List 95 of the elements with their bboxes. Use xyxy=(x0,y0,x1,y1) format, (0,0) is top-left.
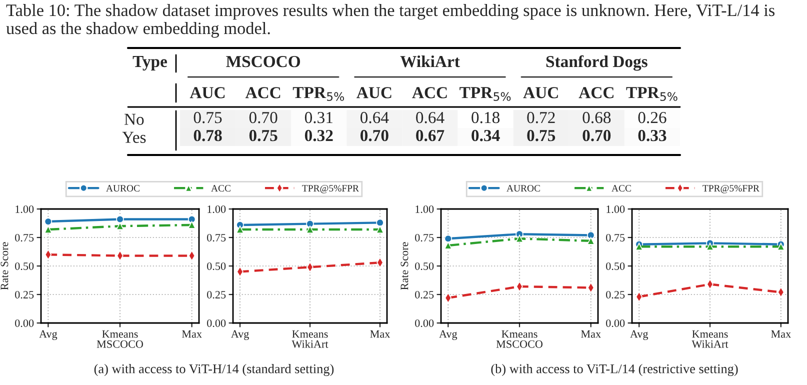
y-tick-label: 0.00 xyxy=(606,319,625,328)
point xyxy=(116,215,124,224)
point xyxy=(706,242,714,251)
legend-label: ACC xyxy=(211,185,230,192)
point xyxy=(188,221,196,229)
y-tick-label: 1.00 xyxy=(16,205,34,214)
data-label: 0.78 xyxy=(194,130,222,142)
text: Stanford Dogs xyxy=(546,55,648,71)
x-tick-label: AUC xyxy=(356,87,392,98)
y-tick-label: Yes xyxy=(122,132,146,143)
y-tick-label: 0.25 xyxy=(207,290,226,299)
x-tick-label: TPR$_{5%}$ xyxy=(626,87,678,101)
y-tick-label: 0.50 xyxy=(415,262,434,270)
y-tick-label: 0.25 xyxy=(415,290,434,299)
y-axis-title: Rate Score xyxy=(0,242,8,290)
data-label: 0.75 xyxy=(249,130,278,142)
data-label: 0.31 xyxy=(304,112,332,124)
legend-label: TPR@5%FPR xyxy=(702,184,760,194)
x-tick-label: ACC xyxy=(245,87,280,98)
point xyxy=(444,234,452,243)
x-tick-label: TPR$_{5%}$ xyxy=(460,87,511,101)
x-tick-label: ACC xyxy=(412,87,447,98)
text: Type xyxy=(132,56,168,71)
point xyxy=(306,220,314,228)
y-tick-label: 0.00 xyxy=(415,319,434,328)
y-tick-label: 0.00 xyxy=(15,319,34,328)
point xyxy=(516,234,524,243)
data-label: 0.70 xyxy=(360,130,388,142)
x-tick-label: Avg xyxy=(230,330,249,340)
data-label: 0.75 xyxy=(527,130,556,142)
y-tick-label: 1.00 xyxy=(208,205,226,214)
chart-title: Table 10: The shadow dataset improves results when the target embedding space is unknown. Here, ViT-L/14 is used as the shadow embedding model. xyxy=(6,4,774,38)
point xyxy=(777,242,785,251)
x-tick-label: TPR$_{5%}$ xyxy=(292,87,344,101)
x-tick-label: Kmeans xyxy=(292,330,328,338)
data-label: 0.33 xyxy=(638,130,666,142)
legend-label: AUROC xyxy=(106,185,140,192)
point xyxy=(586,231,595,240)
y-tick-label: No xyxy=(124,114,144,125)
data-label: 0.64 xyxy=(360,112,389,124)
x-tick-label: Avg xyxy=(630,330,648,340)
x-axis-title: WikiArt xyxy=(292,340,328,348)
x-axis-title: MSCOCO xyxy=(96,340,144,348)
data-label: 0.70 xyxy=(582,130,611,142)
text: (a) with access to ViT-H/14 (standard setting) xyxy=(94,364,334,376)
x-tick-label: Avg xyxy=(439,330,458,340)
data-label: 0.67 xyxy=(416,130,444,142)
data-label: 0.34 xyxy=(472,130,500,142)
y-tick-label: 0.25 xyxy=(15,290,34,299)
data-label: 0.72 xyxy=(527,112,555,124)
y-tick-label: 0.75 xyxy=(606,234,625,242)
data-label: 0.64 xyxy=(416,112,444,124)
data-label: 0.26 xyxy=(638,112,666,124)
data-label: 0.32 xyxy=(304,130,333,142)
x-tick-label: AUC xyxy=(523,87,558,98)
y-tick-label: 0.50 xyxy=(606,262,625,270)
point xyxy=(306,226,314,234)
point xyxy=(376,218,384,227)
y-tick-label: 0.75 xyxy=(415,234,434,242)
point xyxy=(44,218,52,226)
y-tick-label: 0.75 xyxy=(15,234,34,242)
y-tick-label: 0.50 xyxy=(207,262,226,270)
point xyxy=(188,215,196,224)
legend-label: TPR@5%FPR xyxy=(302,184,359,194)
point xyxy=(635,242,643,251)
y-axis-title: Rate Score xyxy=(400,242,408,290)
x-axis-title: MSCOCO xyxy=(496,340,543,348)
text: (b) with access to ViT-L/14 (restrictive setting) xyxy=(491,364,738,376)
legend-label: AUROC xyxy=(506,185,540,192)
x-tick-label: Max xyxy=(370,330,390,338)
x-tick-label: AUC xyxy=(190,87,225,98)
x-tick-label: Max xyxy=(771,330,791,338)
data-label: 0.18 xyxy=(472,112,500,124)
y-tick-label: 1.00 xyxy=(606,205,625,214)
x-tick-label: Max xyxy=(182,330,202,338)
point xyxy=(236,226,244,234)
legend-label: ACC xyxy=(612,185,631,192)
x-axis-title: WikiArt xyxy=(692,340,728,348)
y-tick-label: 0.75 xyxy=(207,234,226,242)
text: MSCOCO xyxy=(226,56,300,68)
x-tick-label: Kmeans xyxy=(102,330,138,338)
x-tick-label: Kmeans xyxy=(692,330,728,338)
data-label: 0.70 xyxy=(249,112,278,124)
y-tick-label: 0.25 xyxy=(606,290,625,299)
point xyxy=(116,222,124,230)
point xyxy=(376,226,384,234)
text: WikiArt xyxy=(400,55,460,68)
x-tick-label: Avg xyxy=(39,330,58,340)
x-tick-label: Max xyxy=(581,330,601,338)
x-tick-label: Kmeans xyxy=(502,330,538,338)
y-tick-label: 1.00 xyxy=(416,205,434,214)
y-tick-label: 0.50 xyxy=(15,262,34,270)
y-tick-label: 0.00 xyxy=(207,319,226,328)
x-tick-label: ACC xyxy=(578,87,614,98)
data-label: 0.68 xyxy=(582,112,611,124)
